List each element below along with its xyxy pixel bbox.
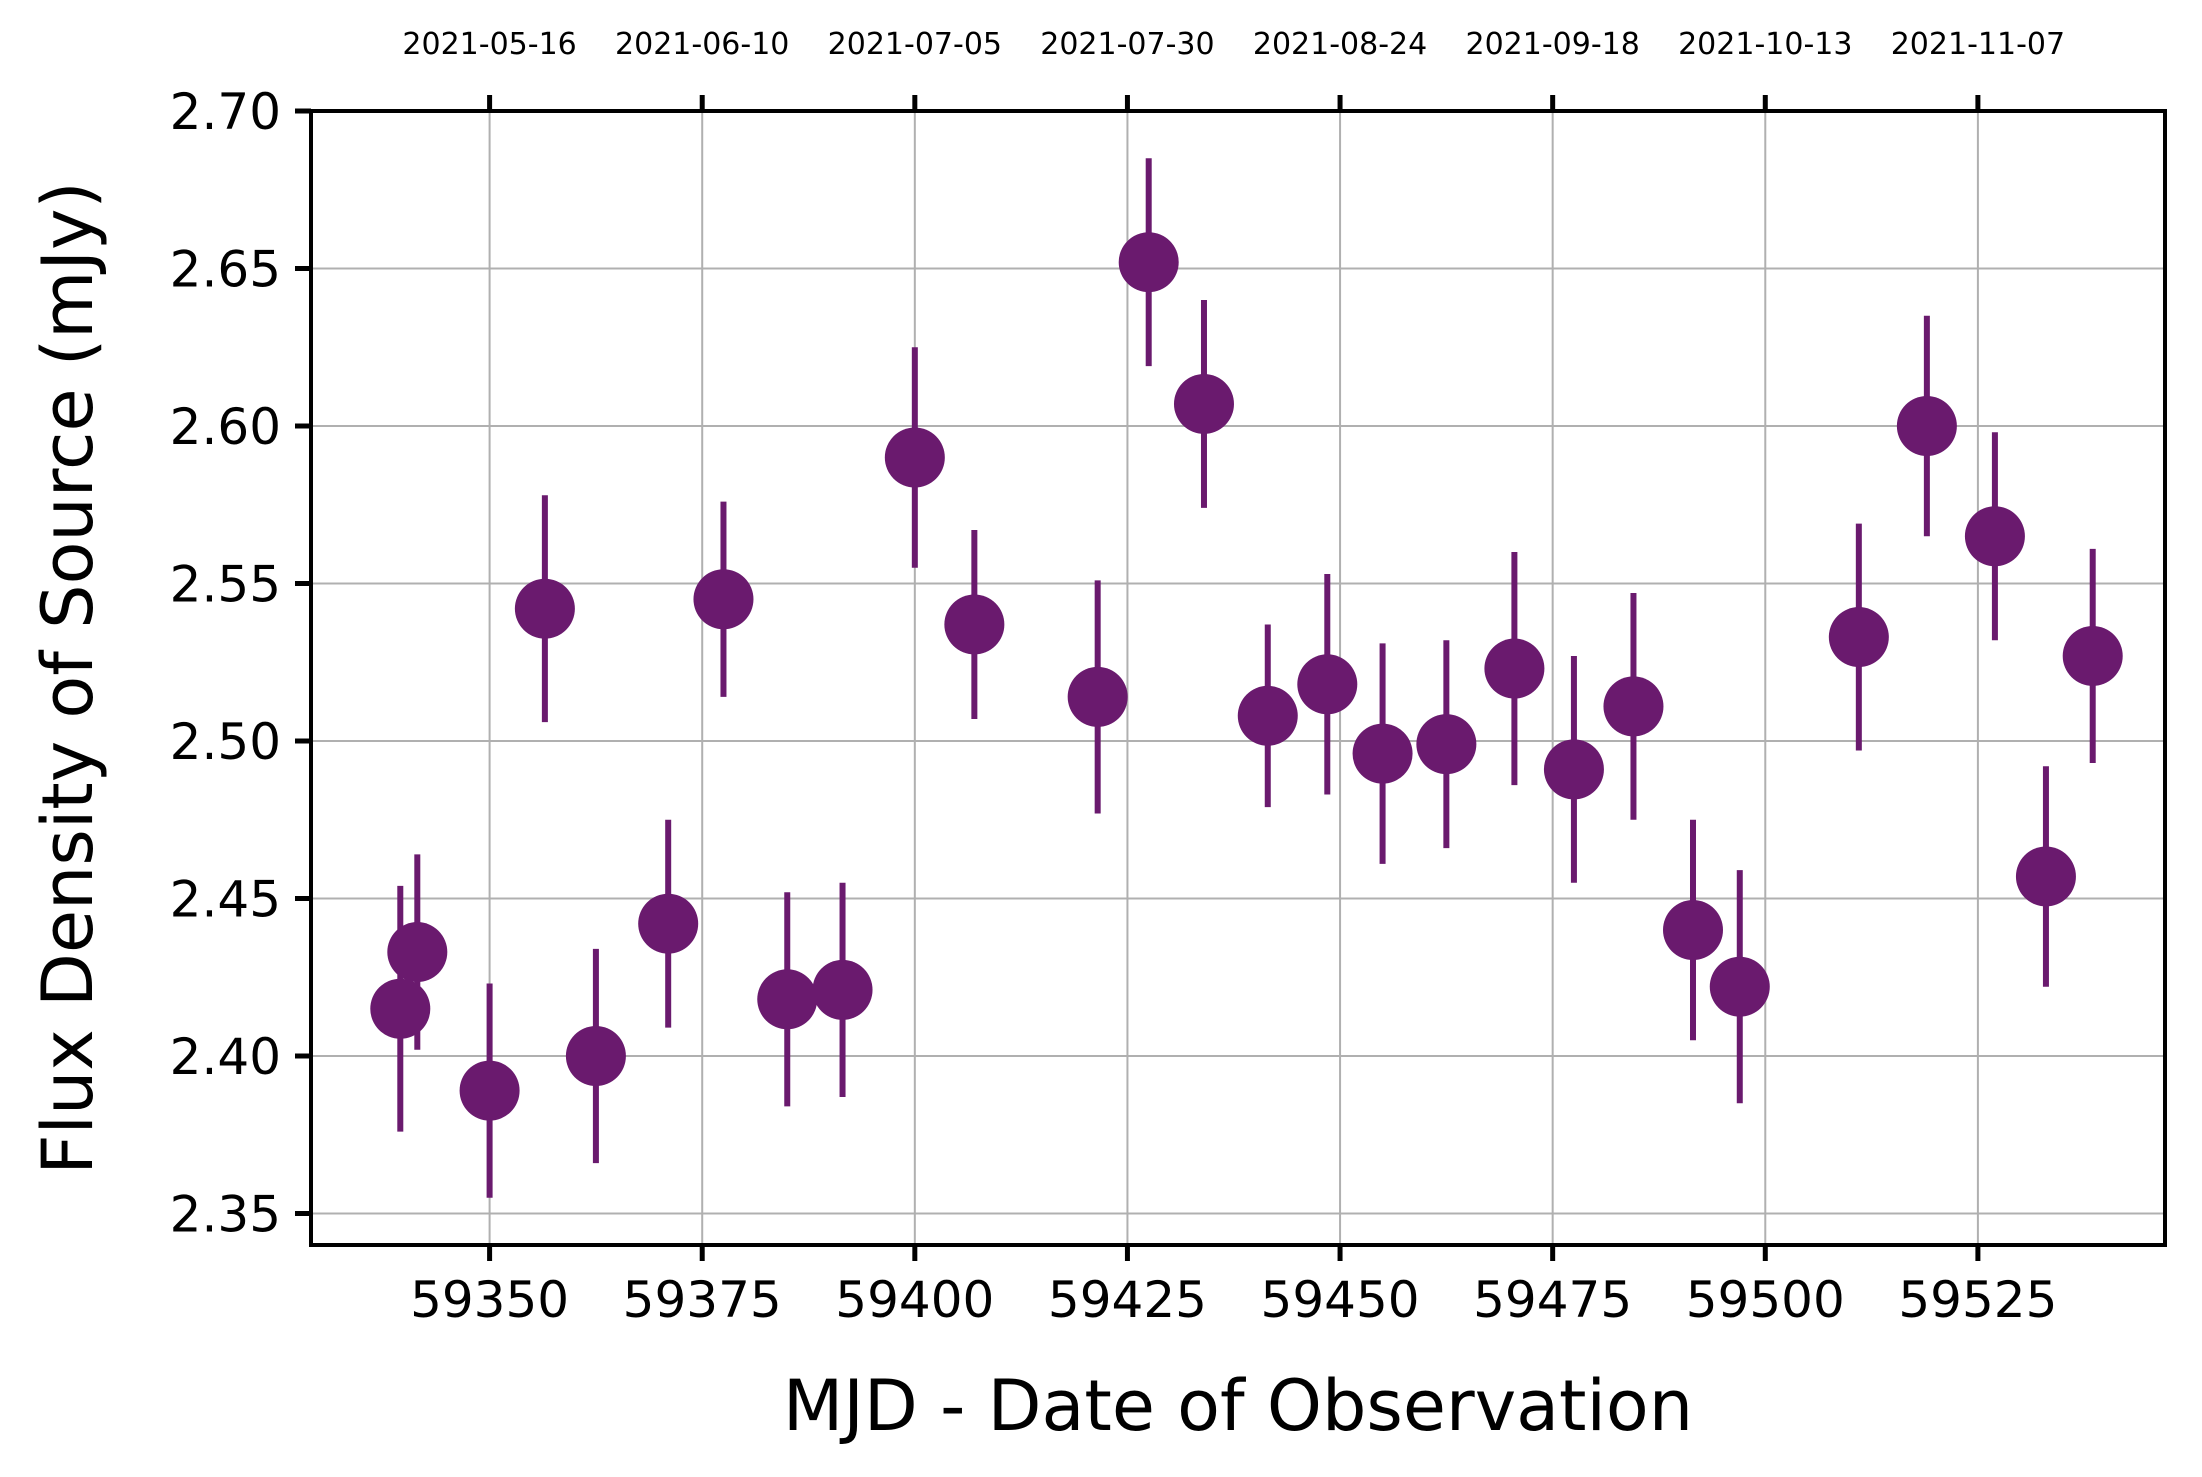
y-tick-label: 2.50: [170, 713, 281, 771]
data-point: [1297, 654, 1358, 715]
plot-frame: [309, 109, 2167, 1247]
x-tick-label: 59525: [1898, 1271, 2057, 1329]
y-tick-label: 2.35: [170, 1186, 281, 1244]
top-x-tick-label: 2021-09-18: [1465, 27, 1639, 62]
data-point: [2062, 625, 2123, 686]
top-x-tick-label: 2021-11-07: [1891, 27, 2065, 62]
data-point: [1543, 739, 1604, 800]
data-point: [1828, 607, 1889, 668]
data-point: [1964, 506, 2025, 567]
top-x-tick-label: 2021-10-13: [1678, 27, 1852, 62]
y-tick-label: 2.60: [170, 398, 281, 456]
data-point: [459, 1060, 520, 1121]
data-point: [693, 569, 754, 630]
data-point: [1237, 685, 1298, 746]
data-point: [638, 893, 699, 954]
data-point: [1352, 723, 1413, 784]
data-point: [2015, 846, 2076, 907]
data-point: [1603, 676, 1664, 737]
top-x-tick-label: 2021-06-10: [615, 27, 789, 62]
top-x-tick-label: 2021-07-30: [1040, 27, 1214, 62]
data-point: [1416, 714, 1477, 775]
x-tick-label: 59450: [1261, 1271, 1420, 1329]
x-tick-label: 59400: [835, 1271, 994, 1329]
axis-ticks: [295, 95, 1981, 1261]
data-point: [1484, 638, 1545, 699]
top-x-tick-label: 2021-05-16: [402, 27, 576, 62]
data-point: [884, 427, 945, 488]
data-point: [387, 922, 448, 983]
data-point: [1709, 956, 1770, 1017]
data-point: [1067, 666, 1128, 727]
x-tick-label: 59500: [1686, 1271, 1845, 1329]
data-point: [1118, 232, 1179, 293]
x-tick-label: 59425: [1048, 1271, 1207, 1329]
y-axis-title: Flux Density of Source (mJy): [27, 181, 109, 1174]
data-point: [944, 594, 1005, 655]
top-x-tick-label: 2021-08-24: [1253, 27, 1427, 62]
data-point: [757, 969, 818, 1030]
data-point: [565, 1026, 626, 1086]
data-point: [1173, 373, 1234, 434]
x-axis-title: MJD - Date of Observation: [783, 1365, 1693, 1447]
data-point: [370, 978, 431, 1039]
data-markers: [370, 232, 2123, 1121]
x-tick-label: 59475: [1473, 1271, 1632, 1329]
x-tick-label: 59350: [410, 1271, 569, 1329]
tick-labels: 59350 59375 59400 59425 59450 59475 59500 59525…: [170, 27, 2065, 1329]
y-tick-label: 2.65: [170, 241, 281, 299]
data-point: [812, 959, 873, 1020]
y-tick-label: 2.45: [170, 871, 281, 929]
data-point: [1662, 900, 1723, 960]
y-tick-label: 2.55: [170, 556, 281, 614]
y-tick-label: 2.40: [170, 1028, 281, 1086]
data-point: [514, 578, 575, 639]
error-bars: [397, 158, 2096, 1198]
x-tick-label: 59375: [623, 1271, 782, 1329]
data-point: [1896, 396, 1957, 456]
y-tick-label: 2.70: [170, 83, 281, 141]
top-x-tick-label: 2021-07-05: [828, 27, 1002, 62]
